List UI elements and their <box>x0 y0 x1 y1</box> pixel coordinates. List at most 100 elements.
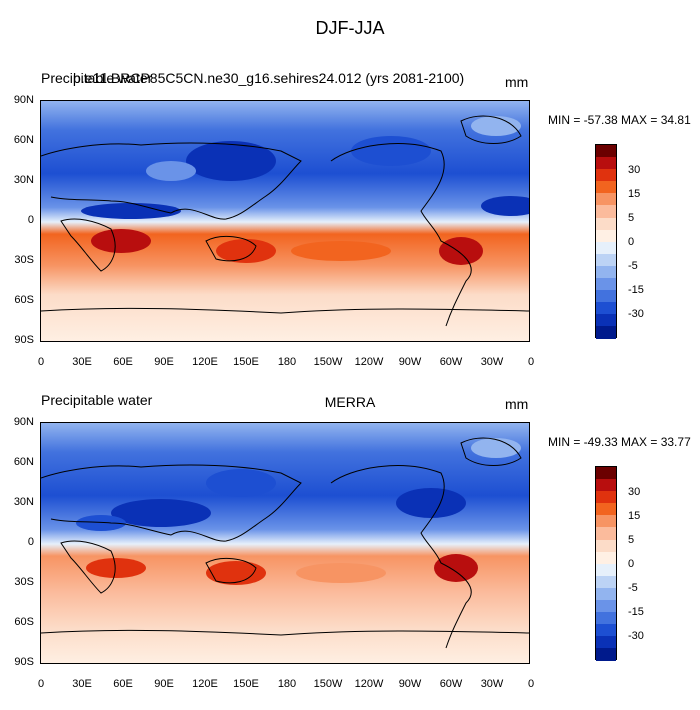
lat-tick: 30N <box>13 174 34 186</box>
lat-tick: 30N <box>13 496 34 508</box>
lon-tick: 60W <box>439 678 463 690</box>
colorbar-swatch <box>596 241 616 254</box>
lat-tick: 90N <box>13 94 34 106</box>
colorbar-swatch <box>596 229 616 242</box>
case-label: b.e11.BRCP85C5CN.ne30_g16.sehires24.012 … <box>73 70 465 86</box>
colorbar-swatch <box>596 600 616 613</box>
colorbar-label: 15 <box>628 188 641 200</box>
lon-tick: 90W <box>398 678 422 690</box>
colorbar-swatch <box>596 503 616 516</box>
lon-tick: 150W <box>313 356 343 368</box>
lon-tick: 150E <box>233 678 259 690</box>
colorbar-swatch <box>596 539 616 552</box>
colorbar-label: -30 <box>628 308 644 320</box>
lat-tick: 60S <box>14 294 34 306</box>
colorbar-swatch <box>596 551 616 564</box>
colorbar-label: 30 <box>628 486 641 498</box>
minmax-label: MIN = -57.38 MAX = 34.81 <box>548 113 691 127</box>
lon-tick: 120W <box>354 356 384 368</box>
lon-tick: 120E <box>192 678 218 690</box>
colorbar-label: -5 <box>628 260 638 272</box>
map-plot-model <box>40 100 530 342</box>
colorbar-swatch <box>596 612 616 625</box>
panel-obs: Precipitable water MERRA mm MIN = -49.33… <box>0 380 700 710</box>
lon-tick: 30E <box>72 678 92 690</box>
colorbar-label: 15 <box>628 510 641 522</box>
colorbar-label: -30 <box>628 630 644 642</box>
colorbar-swatch <box>596 563 616 576</box>
lon-tick: 30E <box>72 356 92 368</box>
lat-tick: 30S <box>14 254 34 266</box>
map-field-model <box>41 101 529 341</box>
colorbar-swatch <box>596 527 616 540</box>
figure-title: DJF-JJA <box>315 18 385 38</box>
colorbar <box>595 466 617 661</box>
lon-tick: 0 <box>37 356 45 368</box>
colorbar-swatch <box>596 624 616 637</box>
colorbar-swatch <box>596 314 616 327</box>
colorbar-swatch <box>596 193 616 206</box>
colorbar-swatch <box>596 253 616 266</box>
colorbar-swatch <box>596 302 616 315</box>
colorbar-swatch <box>596 491 616 504</box>
lon-tick: 90W <box>398 356 422 368</box>
lat-tick: 60S <box>14 616 34 628</box>
lon-tick: 90E <box>154 678 174 690</box>
lat-tick: 0 <box>27 536 34 548</box>
colorbar-label: -15 <box>628 284 644 296</box>
lon-tick: 120W <box>354 678 384 690</box>
lon-tick: 180 <box>277 678 297 690</box>
lon-tick: 150E <box>233 356 259 368</box>
colorbar-swatch <box>596 145 616 158</box>
colorbar-swatch <box>596 636 616 649</box>
lon-tick: 90E <box>154 356 174 368</box>
lon-tick: 120E <box>192 356 218 368</box>
colorbar-swatch <box>596 205 616 218</box>
colorbar <box>595 144 617 339</box>
units-label: mm <box>505 396 529 412</box>
lon-tick: 30W <box>480 678 504 690</box>
lon-tick: 150W <box>313 678 343 690</box>
colorbar-swatch <box>596 157 616 170</box>
colorbar-swatch <box>596 587 616 601</box>
colorbar-label: 5 <box>628 212 635 224</box>
lat-tick: 60N <box>13 456 34 468</box>
center-label: MERRA <box>324 394 376 410</box>
colorbar-swatch <box>596 479 616 492</box>
lon-tick: 60E <box>113 356 133 368</box>
map-field-obs <box>41 423 529 663</box>
lat-tick: 90S <box>14 656 34 668</box>
map-plot-obs <box>40 422 530 664</box>
lat-tick: 60N <box>13 134 34 146</box>
lon-tick: 0 <box>527 678 535 690</box>
colorbar-swatch <box>596 265 616 279</box>
lat-tick: 90N <box>13 416 34 428</box>
panel-model: Precipitable water b.e11.BRCP85C5CN.ne30… <box>0 58 700 388</box>
colorbar-swatch <box>596 326 616 339</box>
lon-tick: 30W <box>480 356 504 368</box>
lon-tick: 0 <box>527 356 535 368</box>
lon-tick: 60W <box>439 356 463 368</box>
colorbar-swatch <box>596 217 616 230</box>
colorbar-swatch <box>596 575 616 588</box>
lon-tick: 180 <box>277 356 297 368</box>
colorbar-label: -5 <box>628 582 638 594</box>
colorbar-label: 5 <box>628 534 635 546</box>
colorbar-label: 0 <box>628 558 635 570</box>
colorbar-label: 0 <box>628 236 635 248</box>
lon-tick: 0 <box>37 678 45 690</box>
colorbar-swatch <box>596 648 616 661</box>
colorbar-swatch <box>596 515 616 528</box>
colorbar-swatch <box>596 290 616 303</box>
variable-label: Precipitable water <box>41 392 153 408</box>
lat-tick: 30S <box>14 576 34 588</box>
variable-label: Precipitable water <box>41 70 153 86</box>
colorbar-swatch <box>596 169 616 182</box>
minmax-label: MIN = -49.33 MAX = 33.77 <box>548 435 691 449</box>
colorbar-swatch <box>596 467 616 480</box>
colorbar-swatch <box>596 181 616 194</box>
lat-tick: 0 <box>27 214 34 226</box>
colorbar-swatch <box>596 278 616 291</box>
colorbar-label: -15 <box>628 606 644 618</box>
units-label: mm <box>505 74 529 90</box>
